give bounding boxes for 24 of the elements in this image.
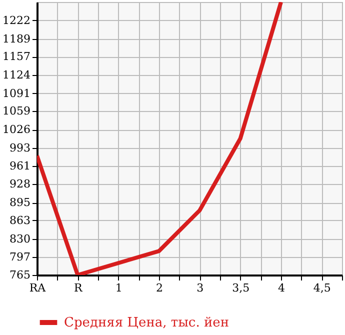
- x-tick-label: R: [74, 282, 84, 294]
- y-tick-label: 1222: [2, 14, 30, 27]
- x-tick-label: 4: [278, 282, 285, 294]
- x-tick-label: 3: [196, 282, 204, 294]
- y-tick-label: 797: [10, 250, 30, 264]
- x-tick-label: RA: [29, 282, 47, 294]
- legend-label: Средняя Цена, тыс. йен: [64, 316, 229, 330]
- y-tick-label: 1091: [2, 86, 30, 100]
- x-tick-label: 2: [156, 282, 163, 294]
- y-tick-label: 1189: [2, 32, 30, 46]
- y-tick-label: 1059: [2, 104, 30, 118]
- x-tick-label: 1: [115, 282, 122, 294]
- y-tick-label: 765: [10, 268, 30, 282]
- y-tick-label: 1026: [2, 123, 30, 136]
- y-tick-label: 895: [10, 196, 30, 210]
- y-tick-label: 993: [10, 141, 30, 154]
- x-tick-label: 4,5: [313, 282, 331, 294]
- y-tick-label: 928: [10, 178, 30, 191]
- y-tick-label: 961: [10, 159, 30, 172]
- y-tick-label: 863: [10, 214, 30, 227]
- x-tick-label: 3,5: [232, 282, 250, 294]
- y-tick-label: 1124: [2, 68, 30, 82]
- y-tick-label: 1157: [2, 50, 30, 64]
- y-tick-label: 830: [10, 232, 30, 246]
